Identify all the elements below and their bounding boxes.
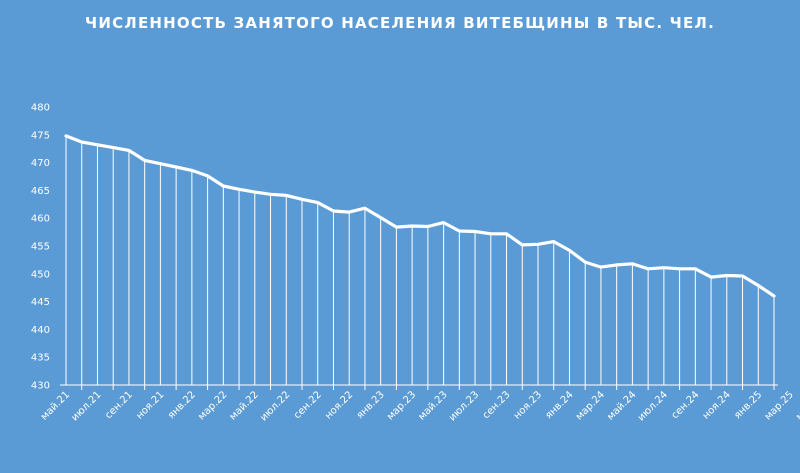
x-tick-label: май.24	[605, 389, 638, 422]
x-tick-label: сен.24	[670, 389, 702, 421]
x-tick-label: янв.22	[166, 389, 198, 421]
x-tick-label: июл.21	[69, 389, 103, 423]
chart-title: ЧИСЛЕННОСТЬ ЗАНЯТОГО НАСЕЛЕНИЯ ВИТЕБЩИНЫ…	[85, 14, 715, 32]
x-tick-label: янв.23	[355, 389, 387, 421]
x-tick-label: сен.23	[481, 389, 513, 421]
x-tick-label: ноя.21	[134, 389, 166, 421]
series-line-employment	[64, 134, 776, 298]
x-tick-label: май.22	[228, 389, 261, 422]
x-tick-label: май.25	[794, 389, 800, 422]
x-tick-label: мар.24	[574, 389, 607, 422]
y-axis-tick-labels: 430 435 440 445 450 455 460 465 470 475 480	[31, 103, 50, 392]
x-tick-label: ноя.23	[512, 389, 544, 421]
y-tick-label: 465	[31, 186, 50, 197]
y-tick-label: 455	[31, 242, 50, 253]
y-tick-label: 450	[31, 269, 50, 280]
x-tick-label: май.21	[39, 389, 72, 422]
x-tick-label: мар.22	[196, 389, 229, 422]
x-tick-label: июл.22	[258, 389, 292, 423]
y-tick-label: 470	[31, 158, 50, 169]
drop-lines	[65, 135, 775, 385]
x-axis-tick-marks	[81, 385, 775, 390]
y-tick-label: 460	[31, 214, 50, 225]
x-tick-label: янв.25	[732, 389, 764, 421]
x-tick-label: мар.25	[763, 389, 796, 422]
x-tick-label: июл.23	[447, 389, 481, 423]
y-tick-label: 480	[31, 103, 50, 114]
y-tick-label: 435	[31, 353, 50, 364]
x-tick-label: май.23	[416, 389, 449, 422]
y-tick-label: 445	[31, 297, 50, 308]
x-tick-label: янв.24	[544, 389, 576, 421]
y-tick-label: 440	[31, 325, 50, 336]
x-tick-label: ноя.24	[701, 389, 733, 421]
y-tick-label: 430	[31, 381, 50, 392]
x-tick-label: июл.24	[636, 389, 670, 423]
y-tick-label: 475	[31, 130, 50, 141]
x-tick-label: мар.23	[385, 389, 418, 422]
x-tick-label: сен.21	[103, 389, 135, 421]
x-tick-label: сен.22	[292, 389, 324, 421]
x-tick-label: ноя.22	[323, 389, 355, 421]
